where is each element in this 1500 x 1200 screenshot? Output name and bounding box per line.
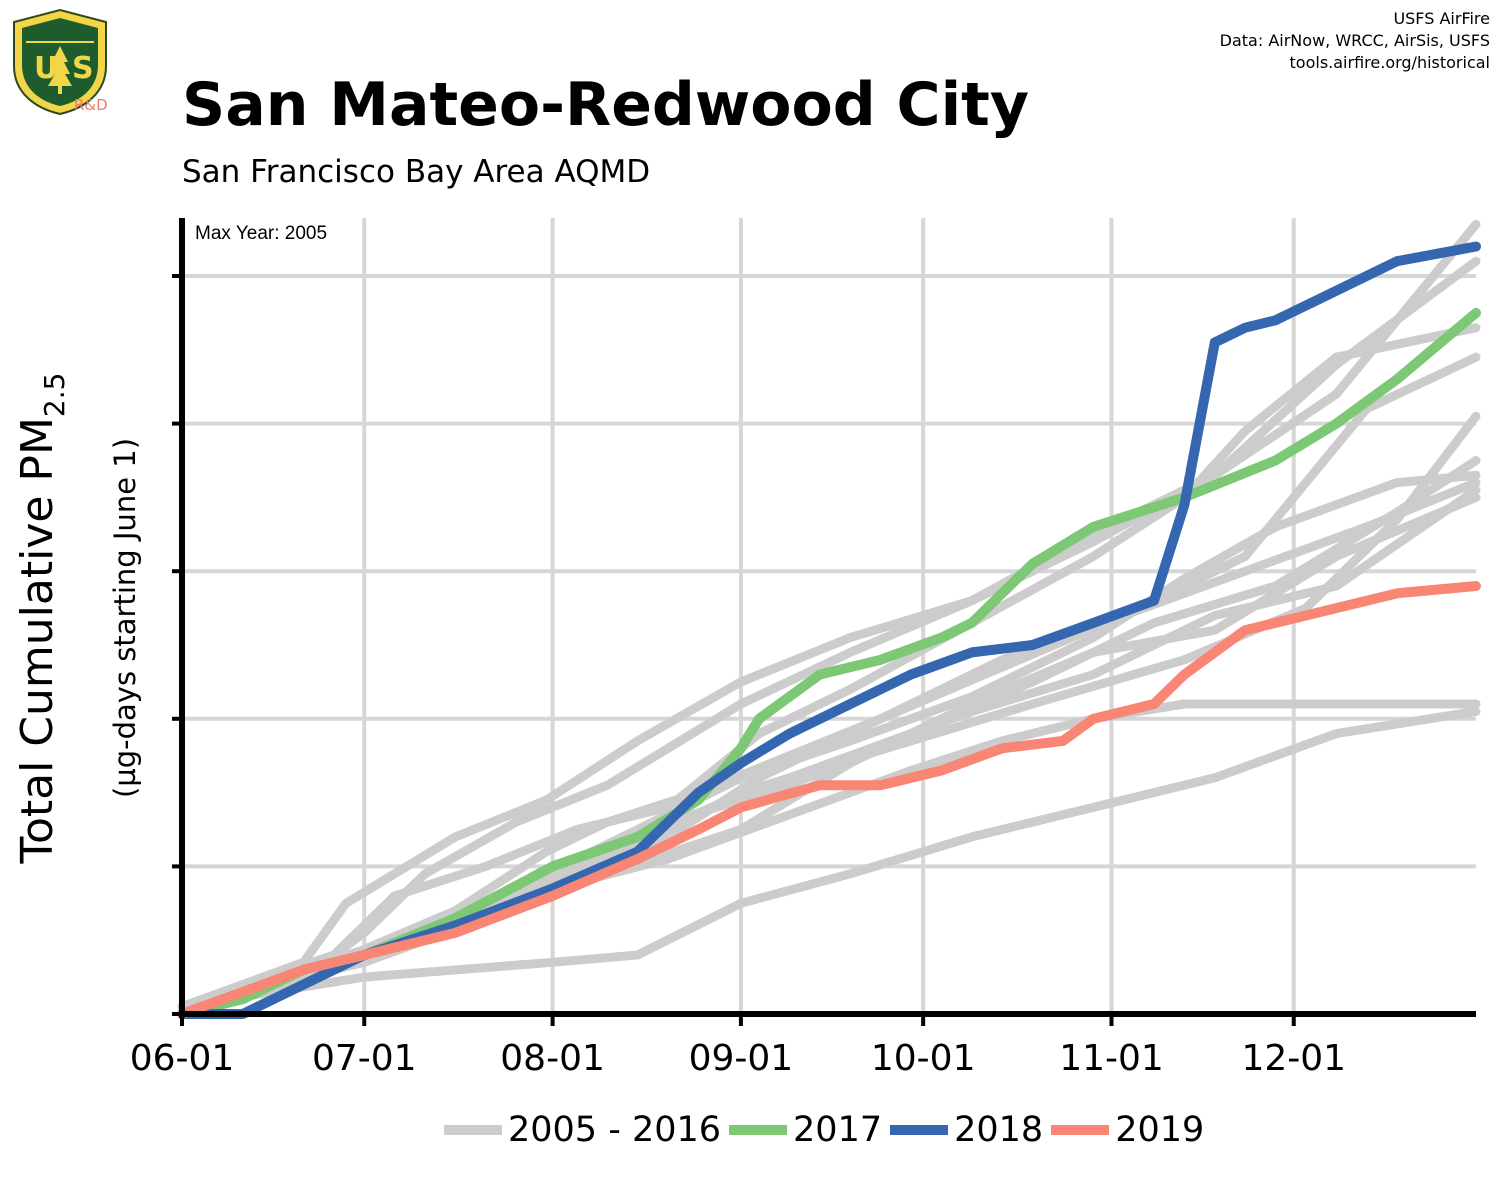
y-axis-units: (µg-days starting June 1) (108, 438, 142, 798)
legend-label-2018: 2018 (954, 1110, 1044, 1150)
x-tick-label: 08-01 (500, 1038, 605, 1079)
svg-text:S: S (72, 51, 94, 86)
svg-text:Total Cumulative PM2.5: Total Cumulative PM2.5 (12, 373, 71, 865)
historical-series-line (177, 478, 1481, 1012)
y-axis-title: Total Cumulative PM (12, 417, 63, 864)
legend-item-2018: 2018 (890, 1110, 1043, 1150)
x-tick-label: 06-01 (130, 1038, 235, 1079)
chart-title: San Mateo-Redwood City (182, 70, 1029, 140)
legend-swatch-2017 (729, 1125, 788, 1135)
rd-label: R&D (74, 96, 108, 114)
legend-item-2017: 2017 (729, 1110, 882, 1150)
credit-line: USFS AirFire (1393, 9, 1490, 28)
legend-swatch-2019 (1051, 1125, 1110, 1135)
highlight-series-layer (177, 241, 1481, 1019)
legend-item-2019: 2019 (1051, 1110, 1204, 1150)
x-tick-label: 09-01 (689, 1038, 794, 1079)
legend-label-2017: 2017 (793, 1110, 883, 1150)
legend-swatch-2018 (890, 1125, 949, 1135)
x-tick-label: 12-01 (1241, 1038, 1346, 1079)
legend-swatch-historical (444, 1125, 502, 1135)
legend-label-2019: 2019 (1115, 1110, 1205, 1150)
credit-line: Data: AirNow, WRCC, AirSis, USFS (1219, 31, 1490, 50)
historical-series-line (177, 323, 1481, 1012)
chart-subtitle: San Francisco Bay Area AQMD (182, 154, 651, 190)
max-year-annotation: Max Year: 2005 (195, 223, 327, 244)
legend: 2005 - 2016 2017 2018 2019 (0, 1110, 1500, 1160)
legend-label-historical: 2005 - 2016 (508, 1110, 722, 1150)
credits-block: USFS AirFire Data: AirNow, WRCC, AirSis,… (1220, 8, 1490, 74)
y-axis-label: Total Cumulative PM2.5 (12, 373, 71, 865)
series-line-2019 (177, 581, 1481, 1019)
historical-series-line (177, 256, 1481, 1012)
legend-item-historical: 2005 - 2016 (444, 1110, 721, 1150)
x-tick-label: 10-01 (871, 1038, 976, 1079)
y-axis-title-subscript: 2.5 (38, 373, 71, 418)
legend-row: 2005 - 2016 2017 2018 2019 (444, 1110, 1212, 1150)
x-tick-label: 11-01 (1059, 1038, 1164, 1079)
usfs-shield-icon: U S (13, 8, 107, 116)
series-line-2018 (177, 241, 1481, 1019)
credit-line: tools.airfire.org/historical (1289, 53, 1490, 72)
x-tick-label: 07-01 (312, 1038, 417, 1079)
historical-series-line (177, 706, 1481, 1012)
axis-layer: 06-01 07-01 08-01 09-01 10-01 11-01 12-01 (130, 218, 1476, 1079)
historical-series-layer (177, 219, 1481, 1012)
